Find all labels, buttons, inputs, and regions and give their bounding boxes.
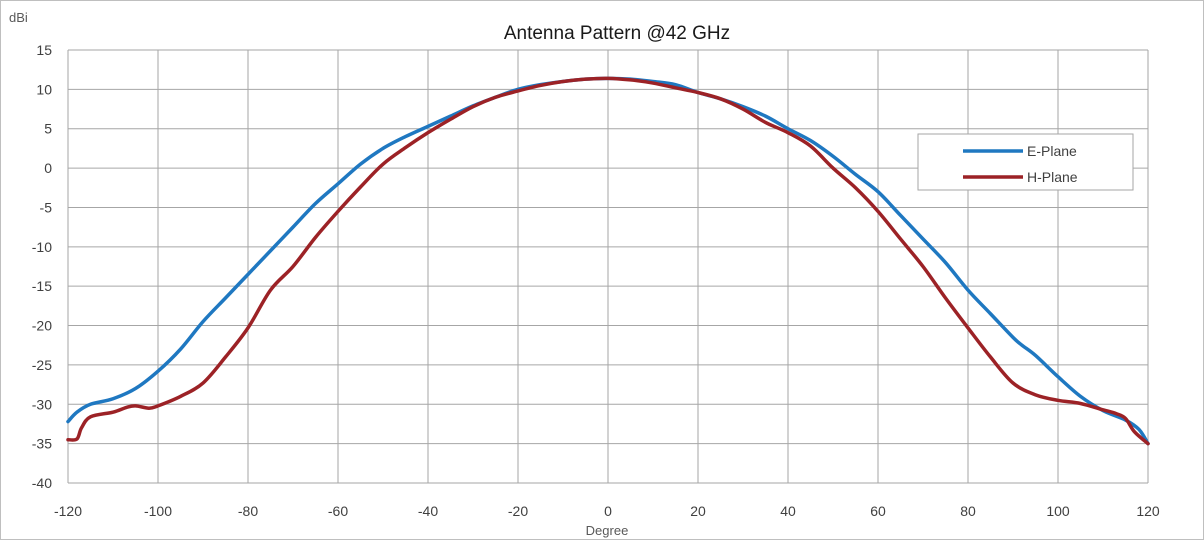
legend: E-Plane H-Plane <box>917 133 1134 191</box>
y-tick-label: 0 <box>44 160 52 176</box>
x-tick-label: 0 <box>604 503 612 519</box>
x-axis-label: Degree <box>586 523 629 538</box>
x-tick-label: 120 <box>1136 503 1160 519</box>
y-tick-label: -20 <box>32 318 52 334</box>
legend-box <box>917 133 1134 191</box>
x-tick-label: -100 <box>144 503 172 519</box>
grid-lines <box>67 49 1149 484</box>
x-tick-label: 20 <box>690 503 706 519</box>
x-tick-label: -20 <box>508 503 528 519</box>
x-tick-label: 40 <box>780 503 796 519</box>
y-tick-label: -15 <box>32 278 52 294</box>
y-axis-ticks: 15 10 5 0 -5 -10 -15 -20 -25 -30 -35 -40 <box>32 42 52 491</box>
x-tick-label: -120 <box>54 503 82 519</box>
y-tick-label: -40 <box>32 475 52 491</box>
x-tick-label: -60 <box>328 503 348 519</box>
legend-label-h-plane: H-Plane <box>1027 169 1078 185</box>
x-tick-label: 80 <box>960 503 976 519</box>
y-tick-label: 15 <box>36 42 52 58</box>
y-tick-label: -5 <box>40 199 53 215</box>
y-tick-label: 5 <box>44 121 52 137</box>
y-tick-label: -35 <box>32 436 52 452</box>
x-tick-label: -80 <box>238 503 258 519</box>
y-tick-label: -10 <box>32 239 52 255</box>
chart-title: Antenna Pattern @42 GHz <box>504 23 730 44</box>
series-lines <box>66 76 1150 446</box>
y-tick-label: -25 <box>32 357 52 373</box>
series-line-h-plane <box>66 76 1150 446</box>
x-tick-label: 60 <box>870 503 886 519</box>
x-tick-label: -40 <box>418 503 438 519</box>
y-axis-label: dBi <box>9 10 28 25</box>
x-tick-label: 100 <box>1046 503 1070 519</box>
y-tick-label: 10 <box>36 81 52 97</box>
y-tick-label: -30 <box>32 396 52 412</box>
legend-label-e-plane: E-Plane <box>1027 143 1077 159</box>
x-axis-ticks: -120 -100 -80 -60 -40 -20 0 20 40 60 80 100 120 <box>54 503 1160 519</box>
